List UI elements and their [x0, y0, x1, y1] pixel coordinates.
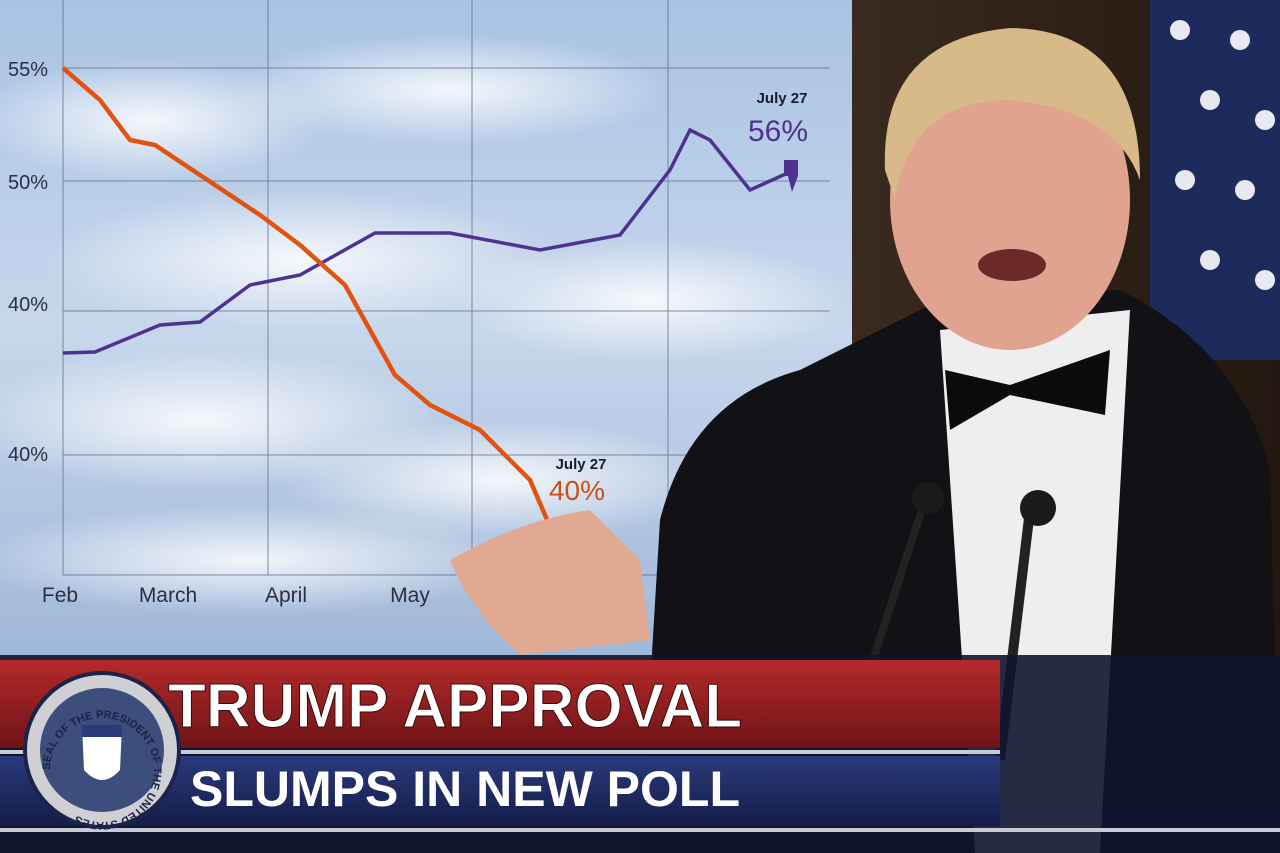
subheadline: SLUMPS IN NEW POLL — [190, 761, 740, 817]
approve-line — [62, 127, 791, 355]
annotation-date: July 27 — [556, 456, 607, 473]
x-label: May — [390, 584, 430, 607]
x-label: Feb — [42, 584, 78, 607]
disapprove-line — [61, 66, 563, 551]
y-label: 55% — [8, 59, 48, 81]
y-label: 40% — [8, 294, 48, 316]
y-labels: 55% 50% 40% 40% — [8, 59, 48, 466]
annotation-value: 40% — [549, 475, 605, 506]
y-label: 50% — [8, 172, 48, 194]
annotation-date: July 27 — [757, 90, 808, 107]
approve-marker — [784, 160, 798, 192]
x-label: April — [265, 584, 307, 607]
y-label: 40% — [8, 444, 48, 466]
banner-rule — [0, 750, 1000, 754]
x-label: March — [139, 584, 197, 607]
banner-rule — [0, 828, 1280, 832]
seal: SEAL OF THE PRESIDENT OF THE UNITED STAT… — [23, 671, 181, 831]
x-labels: Feb March April May — [42, 584, 430, 607]
grid — [62, 0, 830, 576]
annotation-value: 56% — [748, 115, 808, 148]
headline: TRUMP APPROVAL — [168, 672, 742, 741]
flag — [1150, 0, 1280, 360]
